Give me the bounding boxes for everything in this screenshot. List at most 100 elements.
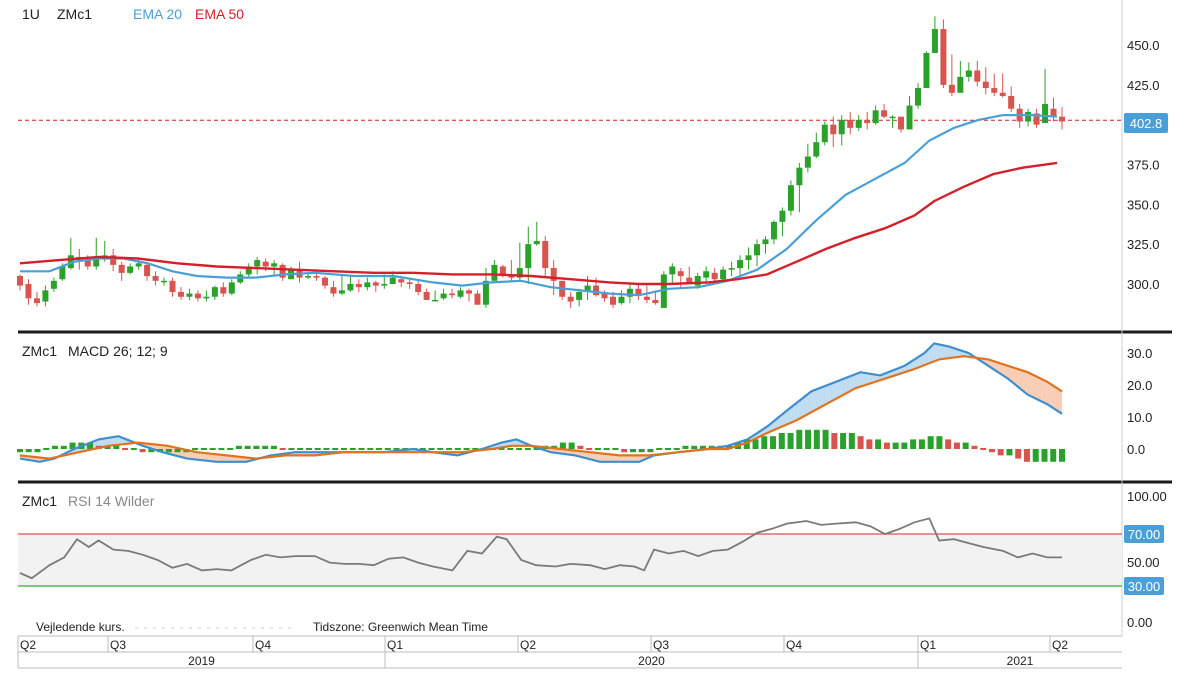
candle-body [110, 255, 117, 265]
histogram-bar [936, 436, 943, 449]
macd-fill-segment [605, 453, 610, 462]
macd-fill-segment [1046, 381, 1051, 407]
candle-body [601, 293, 608, 299]
histogram-bar [656, 448, 663, 450]
candle-body [787, 185, 794, 211]
candle [847, 111, 854, 135]
macd-fill-segment [932, 343, 937, 363]
candle [923, 51, 930, 89]
candle [279, 263, 286, 281]
macd-fill-segment [594, 452, 599, 462]
candle-body [745, 255, 752, 261]
candle [330, 280, 337, 297]
candle-body [42, 290, 49, 302]
macd-fill-segment [617, 455, 622, 462]
price-tick-label: 375.0 [1127, 158, 1160, 173]
macd-fill-segment [216, 454, 221, 462]
quarter-label: Q2 [20, 638, 36, 652]
macd-line [19, 342, 1063, 463]
histogram-bar [227, 448, 234, 450]
histogram-bar [428, 448, 435, 450]
histogram-bar [857, 436, 864, 449]
quarter-label: Q3 [653, 638, 669, 652]
macd-fill-segment [849, 374, 854, 392]
macd-fill-segment [810, 390, 815, 413]
candle-body [914, 88, 921, 106]
histogram-bar [875, 439, 882, 449]
macd-fill-segment [1006, 365, 1011, 381]
candle [999, 73, 1006, 98]
candle [465, 288, 472, 302]
candle-body [93, 256, 100, 267]
rsi-title: RSI 14 Wilder [68, 493, 155, 509]
macd-fill-segment [110, 436, 115, 446]
macd-fill-segment [818, 387, 823, 409]
macd-fill-segment [220, 454, 225, 462]
candle-body [364, 282, 371, 288]
price-tick-label: 425.0 [1127, 78, 1160, 93]
histogram-bar [516, 448, 523, 450]
macd-fill-segment [944, 345, 948, 359]
histogram-bar [805, 429, 812, 449]
macd-fill-segment [947, 346, 952, 359]
macd-fill-segment [1022, 370, 1027, 394]
price-tick-label: 300.0 [1127, 277, 1160, 292]
candle [745, 247, 752, 270]
candle-body [516, 268, 523, 278]
histogram-bar [297, 448, 304, 450]
legend-ema50[interactable]: EMA 50 [195, 6, 244, 22]
last-price-badge: 402.8 [1124, 113, 1168, 133]
candle [881, 103, 888, 119]
candle-body [482, 280, 489, 305]
macd-fill-segment [1042, 379, 1047, 404]
histogram-bar [577, 445, 584, 449]
macd-fill-segment [865, 373, 870, 385]
candle-body [576, 291, 583, 300]
candle-body [703, 271, 710, 278]
candle-body [830, 124, 837, 135]
candle-body [321, 277, 328, 286]
histogram-bar [419, 448, 426, 450]
histogram-bar [218, 448, 225, 450]
macd-tick-label: 20.0 [1127, 378, 1152, 393]
candle [779, 207, 786, 237]
candle [355, 279, 362, 292]
candle [931, 16, 938, 53]
rsi-neutral-band [18, 534, 1122, 586]
candle [186, 288, 193, 300]
macd-fill-segment [936, 343, 941, 361]
legend-ema20[interactable]: EMA 20 [133, 6, 182, 22]
histogram-bar [971, 445, 978, 449]
candle-body [991, 88, 998, 93]
macd-fill-segment [193, 451, 197, 460]
candle [50, 277, 57, 292]
candle [711, 268, 718, 283]
candle-body [228, 282, 235, 294]
histogram-bar [778, 433, 785, 449]
histogram-bar [1015, 449, 1022, 459]
candle-body [25, 284, 32, 299]
histogram-bar [200, 448, 207, 450]
candle-body [618, 296, 625, 304]
candle-body [17, 276, 23, 286]
candle [821, 121, 828, 146]
histogram-bar [34, 449, 41, 453]
candle [415, 279, 422, 296]
macd-fill-segment [212, 453, 217, 462]
candle-body [423, 291, 430, 300]
macd-fill-segment [806, 392, 811, 415]
candle [144, 263, 151, 281]
candle [474, 290, 481, 305]
candle-body [542, 240, 549, 269]
candle-body [957, 76, 964, 93]
candle-body [864, 119, 871, 124]
macd-fill-segment [1003, 364, 1007, 378]
candle [669, 263, 676, 284]
histogram-bar [367, 448, 374, 450]
candle-body [84, 260, 91, 267]
macd-fill-segment [940, 344, 945, 360]
histogram-bar [192, 448, 199, 450]
histogram-bar [507, 448, 514, 450]
candle-body [254, 260, 261, 267]
